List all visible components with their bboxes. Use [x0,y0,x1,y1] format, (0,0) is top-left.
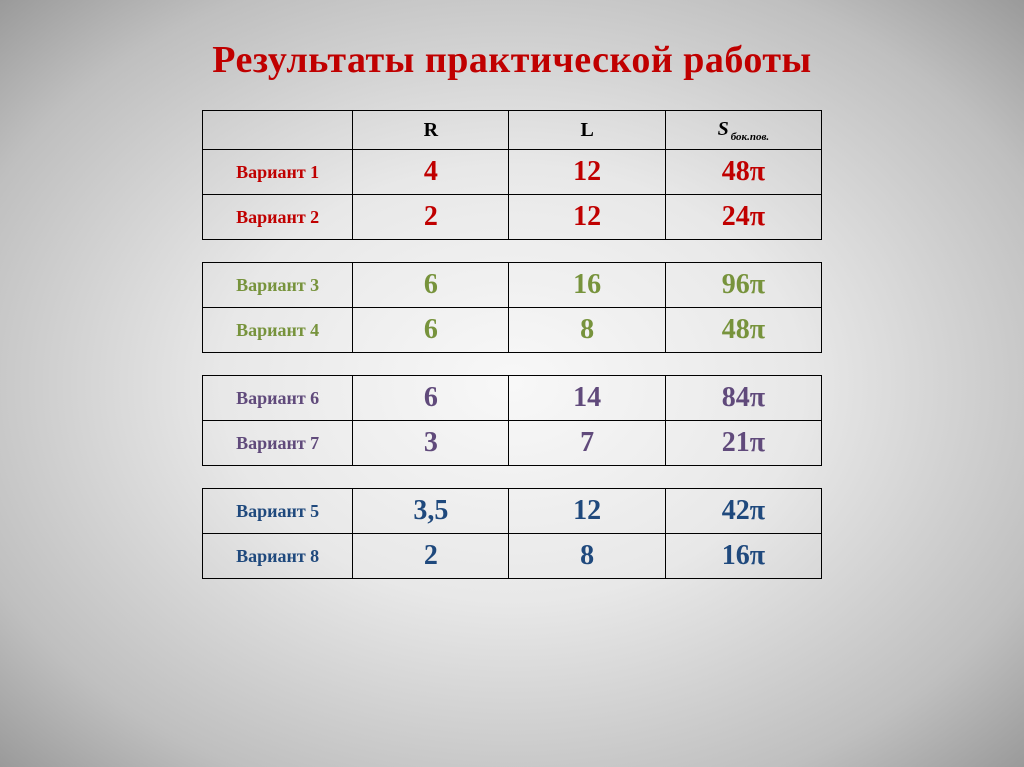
row-label: Вариант 8 [203,534,353,579]
row-s: 16π [665,534,821,579]
row-l: 16 [509,263,665,308]
row-label: Вариант 5 [203,489,353,534]
header-s: Sбок.пов. [665,111,821,150]
table-row: Вариант 46848π [203,308,822,353]
row-r: 2 [353,195,509,240]
row-label: Вариант 4 [203,308,353,353]
table-container: RLSбок.пов.Вариант 141248πВариант 221224… [80,110,944,579]
group-spacer [203,466,822,489]
row-s: 24π [665,195,821,240]
row-r: 3 [353,421,509,466]
row-s: 21π [665,421,821,466]
row-l: 12 [509,489,665,534]
row-label: Вариант 2 [203,195,353,240]
row-l: 12 [509,195,665,240]
row-r: 6 [353,376,509,421]
row-label: Вариант 1 [203,150,353,195]
row-r: 6 [353,263,509,308]
row-r: 6 [353,308,509,353]
row-s: 48π [665,308,821,353]
table-row: Вариант 221224π [203,195,822,240]
row-l: 8 [509,308,665,353]
header-empty [203,111,353,150]
row-l: 14 [509,376,665,421]
row-label: Вариант 6 [203,376,353,421]
group-spacer [203,353,822,376]
row-s: 42π [665,489,821,534]
table-header-row: RLSбок.пов. [203,111,822,150]
row-r: 2 [353,534,509,579]
group-spacer [203,240,822,263]
row-r: 4 [353,150,509,195]
table-row: Вариант 73721π [203,421,822,466]
row-s: 48π [665,150,821,195]
row-label: Вариант 7 [203,421,353,466]
row-l: 7 [509,421,665,466]
row-s: 84π [665,376,821,421]
slide: Результаты практической работы RLSбок.по… [0,0,1024,767]
header-l: L [509,111,665,150]
header-r: R [353,111,509,150]
table-row: Вариант 141248π [203,150,822,195]
row-label: Вариант 3 [203,263,353,308]
table-row: Вариант 53,51242π [203,489,822,534]
slide-title: Результаты практической работы [80,38,944,82]
results-table: RLSбок.пов.Вариант 141248πВариант 221224… [202,110,822,579]
row-r: 3,5 [353,489,509,534]
row-l: 8 [509,534,665,579]
row-l: 12 [509,150,665,195]
table-row: Вариант 661484π [203,376,822,421]
table-row: Вариант 361696π [203,263,822,308]
row-s: 96π [665,263,821,308]
table-row: Вариант 82816π [203,534,822,579]
